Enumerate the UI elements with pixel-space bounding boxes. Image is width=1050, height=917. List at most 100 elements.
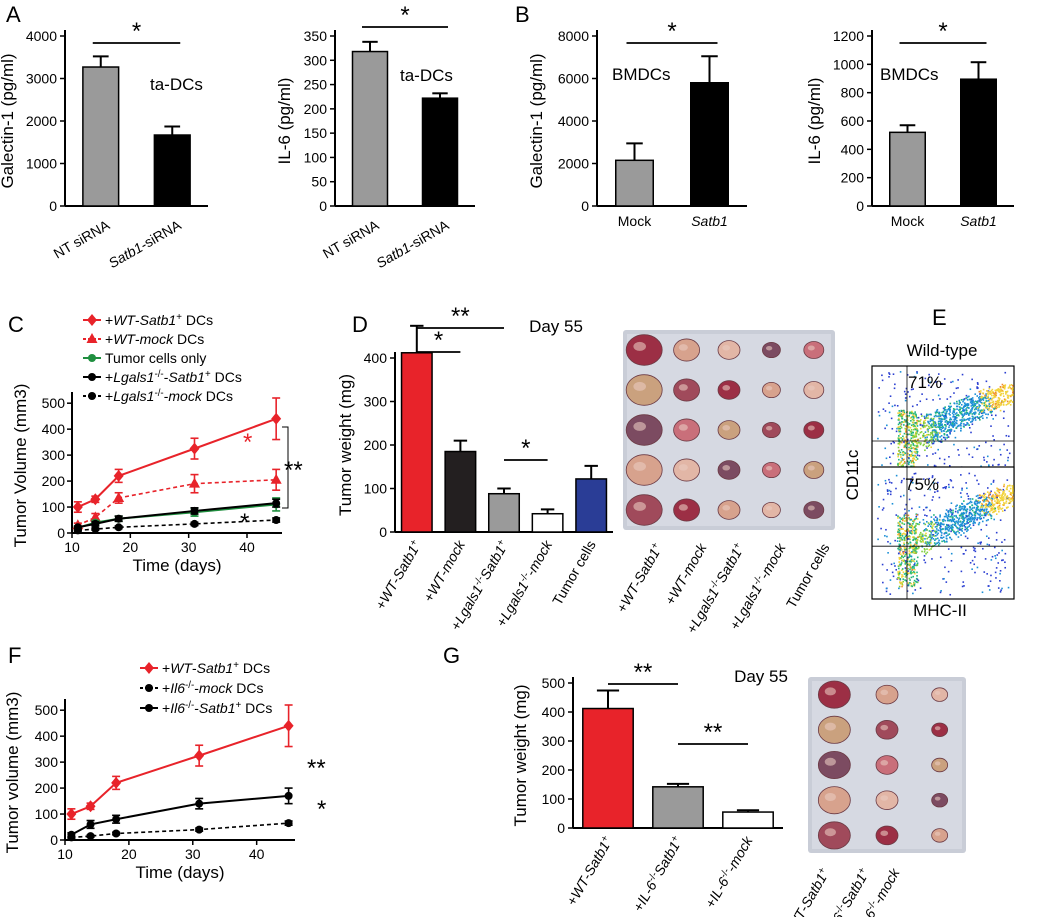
flow-event [1005, 500, 1008, 503]
flow-event [943, 539, 945, 542]
flow-event [918, 433, 920, 436]
flow-event [921, 533, 923, 536]
flow-event [913, 567, 915, 569]
flow-event [926, 428, 929, 430]
flow-event [984, 493, 987, 495]
flow-event [950, 530, 952, 533]
flow-event [973, 417, 975, 420]
y-tick-label: 3000 [26, 71, 57, 87]
flow-event [1001, 510, 1004, 512]
flow-event [989, 505, 992, 507]
flow-event [945, 515, 947, 518]
flow-event [985, 524, 988, 526]
flow-event [890, 417, 893, 420]
tumor [673, 498, 700, 522]
flow-event [943, 462, 946, 465]
flow-event [916, 438, 919, 441]
photo-label: +WT-Satb1+ [780, 865, 833, 917]
flow-event [912, 536, 915, 538]
flow-event [906, 556, 909, 559]
flow-event [958, 527, 961, 529]
flow-event [945, 532, 948, 534]
flow-event [926, 543, 928, 546]
tumor [931, 722, 949, 738]
flow-event [945, 486, 948, 488]
flow-event [931, 442, 934, 445]
flow-event [964, 409, 966, 412]
flow-event [925, 528, 927, 530]
flow-event [914, 440, 916, 443]
flow-event [943, 415, 945, 418]
flow-event [976, 479, 978, 482]
flow-event [927, 522, 930, 524]
flow-event [939, 515, 941, 518]
flow-event [946, 528, 949, 530]
flow-event [899, 422, 902, 424]
flow-event [998, 500, 1001, 503]
flow-event [1012, 488, 1014, 491]
tumor-highlight [934, 796, 941, 801]
flow-event [996, 487, 998, 490]
flow-event [916, 425, 919, 427]
flow-event [949, 593, 952, 596]
flow-event [901, 518, 903, 520]
flow-event [936, 415, 938, 418]
flow-event [909, 411, 911, 414]
flow-event [959, 492, 962, 494]
flow-event [912, 549, 914, 551]
panel-letter-g: G [443, 643, 460, 668]
flow-event [902, 421, 905, 423]
flow-event [978, 521, 981, 524]
flow-event [910, 388, 913, 391]
flow-event [909, 459, 912, 462]
flow-event [1010, 494, 1013, 496]
tumor [875, 825, 899, 846]
flow-event [990, 411, 992, 414]
flow-event [1003, 485, 1005, 488]
flow-event [978, 516, 981, 519]
flow-event [900, 409, 903, 412]
flow-event [963, 585, 965, 587]
flow-event [903, 477, 905, 480]
flow-event [926, 506, 928, 509]
flow-event [907, 426, 910, 428]
flow-event [985, 511, 988, 514]
flow-event [949, 510, 952, 513]
flow-event [955, 414, 958, 417]
flow-event [928, 530, 931, 532]
flow-event [965, 397, 968, 399]
flow-event [1006, 390, 1009, 393]
flow-event [902, 518, 905, 520]
flow-event [889, 579, 892, 581]
flow-event [962, 508, 965, 511]
flow-event [957, 527, 959, 530]
flow-event [910, 555, 913, 558]
flow-event [1012, 389, 1014, 392]
flow-event [912, 417, 915, 419]
flow-event [985, 441, 987, 444]
flow-event [963, 553, 965, 555]
flow-event [910, 447, 913, 450]
flow-event [1004, 384, 1007, 386]
flow-event [974, 400, 977, 403]
flow-event [990, 508, 993, 511]
y-axis-label: Tumor weight (mg) [511, 684, 530, 826]
data-point [189, 442, 200, 455]
flow-event [959, 408, 962, 411]
flow-event [882, 581, 884, 584]
flow-event [949, 536, 952, 539]
flow-event [977, 523, 980, 526]
flow-event [998, 495, 1000, 497]
flow-event [962, 520, 964, 523]
flow-event [903, 432, 906, 435]
flow-event [1010, 492, 1012, 495]
flow-event [915, 577, 918, 580]
flow-event [899, 581, 901, 584]
flow-event [933, 535, 935, 537]
y-tick-label: 2000 [558, 156, 589, 172]
flow-event [992, 495, 995, 497]
data-point [112, 815, 121, 824]
flow-event [915, 538, 918, 541]
flow-event [971, 504, 974, 507]
flow-event [914, 529, 917, 532]
